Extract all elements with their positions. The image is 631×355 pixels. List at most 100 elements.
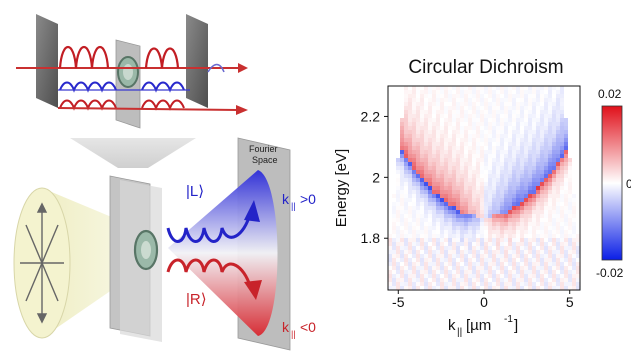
heatmap-cell — [512, 170, 517, 175]
heatmap-cell — [452, 138, 457, 143]
heatmap-cell — [420, 90, 425, 95]
heatmap-cell — [444, 230, 449, 235]
heatmap-cell — [420, 118, 425, 123]
heatmap-cell — [448, 170, 453, 175]
heatmap-cell — [396, 230, 401, 235]
heatmap-cell — [564, 274, 569, 279]
heatmap-cell — [444, 126, 449, 131]
heatmap-cell — [488, 158, 493, 163]
heatmap-cell — [412, 142, 417, 147]
heatmap-cell — [540, 218, 545, 223]
heatmap-cell — [420, 122, 425, 127]
heatmap-cell — [576, 94, 581, 99]
k-neg-symbol: k — [282, 319, 290, 335]
heatmap-cell — [440, 246, 445, 251]
heatmap-cell — [432, 170, 437, 175]
heatmap-cell — [468, 282, 473, 287]
heatmap-cell — [564, 206, 569, 211]
heatmap-cell — [496, 126, 501, 131]
heatmap-cell — [508, 234, 513, 239]
heatmap-cell — [428, 210, 433, 215]
heatmap-cell — [576, 250, 581, 255]
heatmap-cell — [576, 270, 581, 275]
heatmap-cell — [456, 114, 461, 119]
heatmap-cell — [532, 246, 537, 251]
heatmap-cell — [512, 250, 517, 255]
heatmap-cell — [412, 110, 417, 115]
heatmap-cell — [512, 234, 517, 239]
heatmap-cell — [512, 202, 517, 207]
heatmap-cell — [488, 90, 493, 95]
heatmap-cell — [420, 210, 425, 215]
heatmap-cell — [576, 190, 581, 195]
heatmap-cell — [392, 186, 397, 191]
heatmap-cell — [504, 194, 509, 199]
heatmap-cell — [496, 258, 501, 263]
heatmap-cell — [532, 222, 537, 227]
colorbar — [601, 105, 623, 261]
heatmap-cell — [456, 102, 461, 107]
heatmap-cell — [572, 102, 577, 107]
heatmap-cell — [560, 242, 565, 247]
heatmap-cell — [576, 130, 581, 135]
heatmap-cell — [472, 238, 477, 243]
heatmap-cell — [528, 94, 533, 99]
heatmap-plot — [388, 86, 581, 291]
heatmap-cell — [396, 246, 401, 251]
heatmap-cell — [548, 250, 553, 255]
heatmap-cell — [408, 122, 413, 127]
heatmap-cell — [456, 218, 461, 223]
fourier-label-line1: Fourier — [249, 144, 278, 154]
heatmap-cell — [528, 186, 533, 191]
heatmap-cell — [432, 250, 437, 255]
heatmap-cell — [528, 86, 533, 91]
heatmap-cell — [468, 170, 473, 175]
heatmap-cell — [540, 114, 545, 119]
heatmap-cell — [468, 130, 473, 135]
heatmap-cell — [544, 266, 549, 271]
heatmap-cell — [416, 242, 421, 247]
heatmap-cell — [388, 174, 393, 179]
heatmap-cell — [464, 246, 469, 251]
heatmap-cell — [476, 250, 481, 255]
heatmap-cell — [412, 138, 417, 143]
heatmap-cell — [508, 102, 513, 107]
heatmap-cell — [404, 118, 409, 123]
heatmap-cell — [388, 114, 393, 119]
heatmap-cell — [484, 266, 489, 271]
heatmap-cell — [484, 262, 489, 267]
heatmap-cell — [496, 174, 501, 179]
heatmap-cell — [472, 262, 477, 267]
heatmap-cell — [552, 202, 557, 207]
heatmap-cell — [420, 190, 425, 195]
heatmap-cell — [532, 110, 537, 115]
heatmap-cell — [452, 206, 457, 211]
heatmap-cell — [576, 234, 581, 239]
heatmap-cell — [484, 194, 489, 199]
heatmap-cell — [552, 174, 557, 179]
heatmap-cell — [568, 238, 573, 243]
heatmap-cell — [552, 126, 557, 131]
heatmap-cell — [464, 270, 469, 275]
heatmap-cell — [552, 110, 557, 115]
heatmap-cell — [404, 234, 409, 239]
heatmap-cell — [512, 254, 517, 259]
heatmap-cell — [448, 238, 453, 243]
heatmap-cell — [472, 286, 477, 291]
heatmap-cell — [556, 106, 561, 111]
heatmap-cell — [560, 162, 565, 167]
heatmap-cell — [568, 198, 573, 203]
heatmap-cell — [496, 278, 501, 283]
heatmap-cell — [448, 130, 453, 135]
heatmap-cell — [392, 210, 397, 215]
heatmap-cell — [452, 270, 457, 275]
heatmap-cell — [524, 250, 529, 255]
heatmap-cell — [448, 134, 453, 139]
heatmap-cell — [452, 222, 457, 227]
heatmap-cell — [440, 194, 445, 199]
heatmap-cell — [400, 150, 405, 155]
heatmap-cell — [416, 222, 421, 227]
heatmap-cell — [428, 230, 433, 235]
heatmap-cell — [452, 114, 457, 119]
heatmap-cell — [464, 202, 469, 207]
